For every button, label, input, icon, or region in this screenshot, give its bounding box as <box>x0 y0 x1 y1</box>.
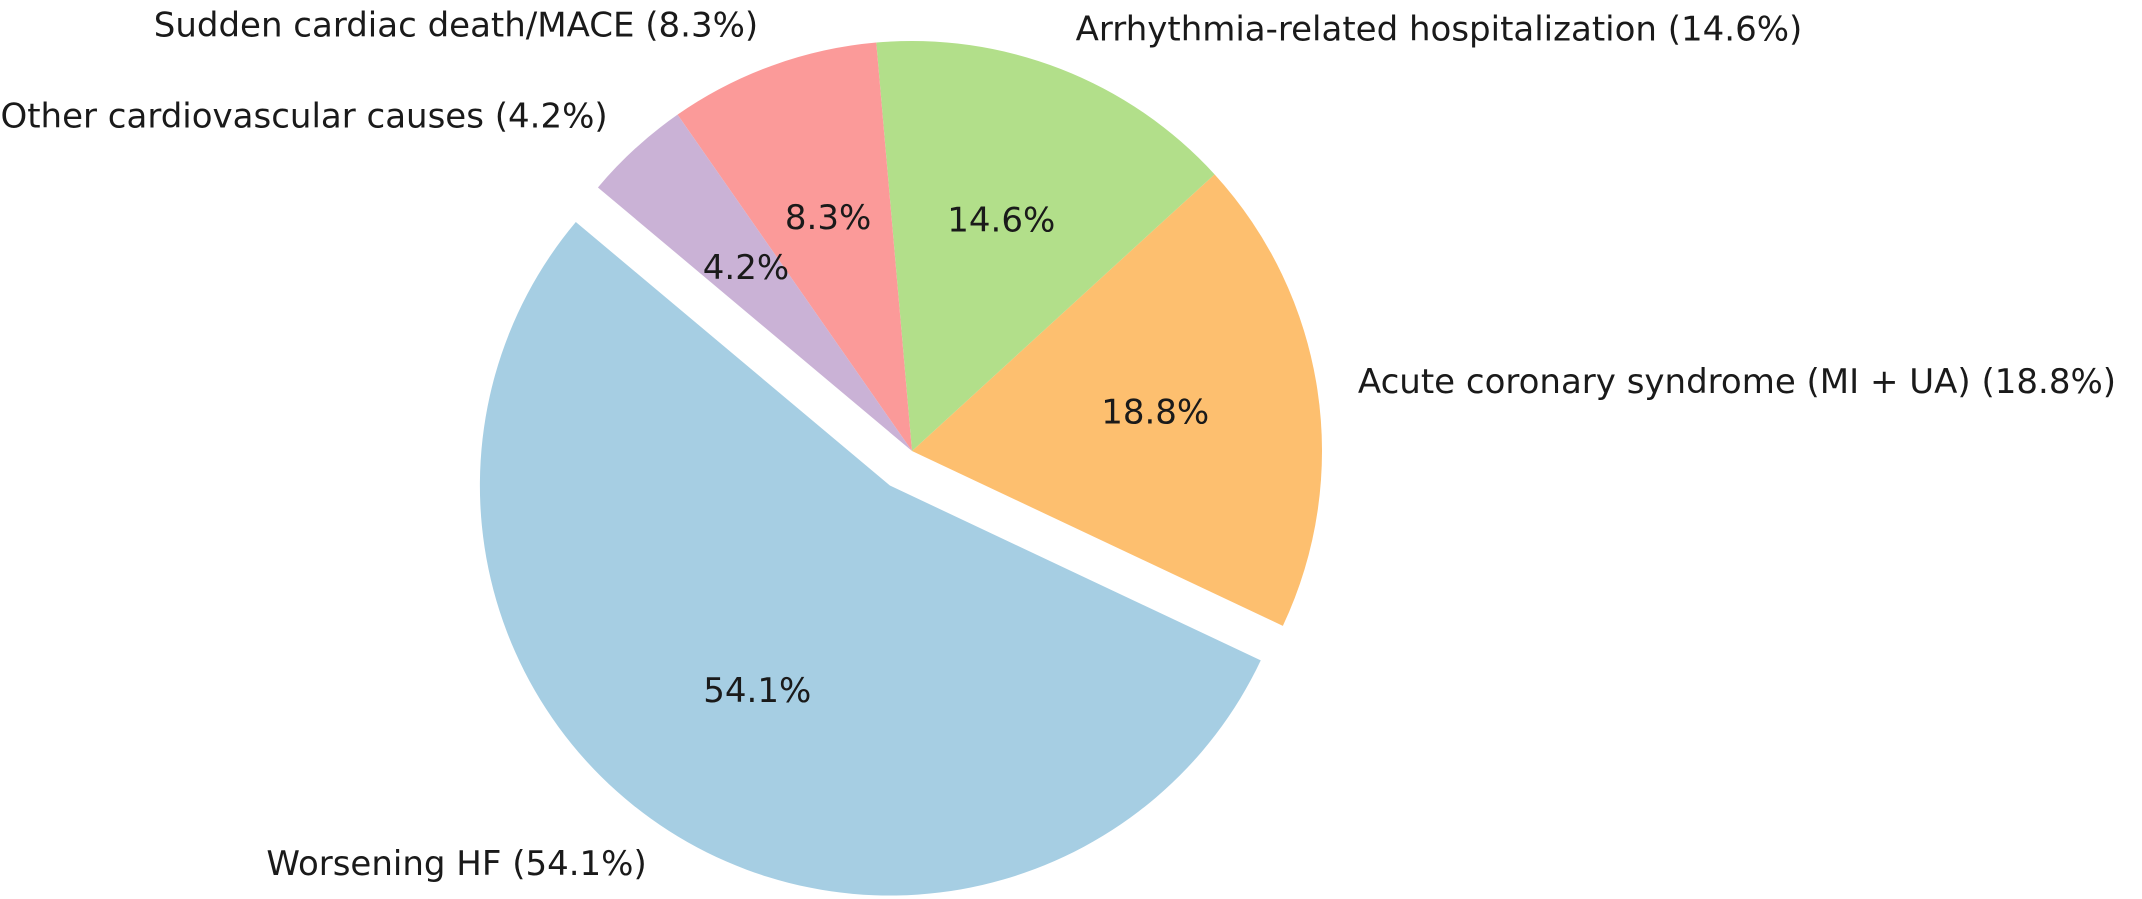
pie-slice <box>597 114 912 451</box>
slice-value-label: 8.3% <box>785 198 871 238</box>
slice-category-label: Acute coronary syndrome (MI + UA) (18.8%… <box>1358 362 2116 402</box>
pie-slice <box>677 42 912 451</box>
slice-value-label: 18.8% <box>1101 393 1209 433</box>
pie-slice <box>479 221 1261 896</box>
pie-slice <box>912 174 1322 626</box>
slice-category-label: Other cardiovascular causes (4.2%) <box>0 97 607 137</box>
slice-category-label: Worsening HF (54.1%) <box>266 844 646 884</box>
slice-category-label: Arrhythmia-related hospitalization (14.6… <box>1076 9 1803 49</box>
slice-category-label: Sudden cardiac death/MACE (8.3%) <box>154 6 758 46</box>
slice-value-label: 14.6% <box>947 200 1055 240</box>
pie-slice <box>876 40 1215 451</box>
slice-value-label: 4.2% <box>703 248 789 288</box>
slice-value-label: 54.1% <box>703 671 811 711</box>
